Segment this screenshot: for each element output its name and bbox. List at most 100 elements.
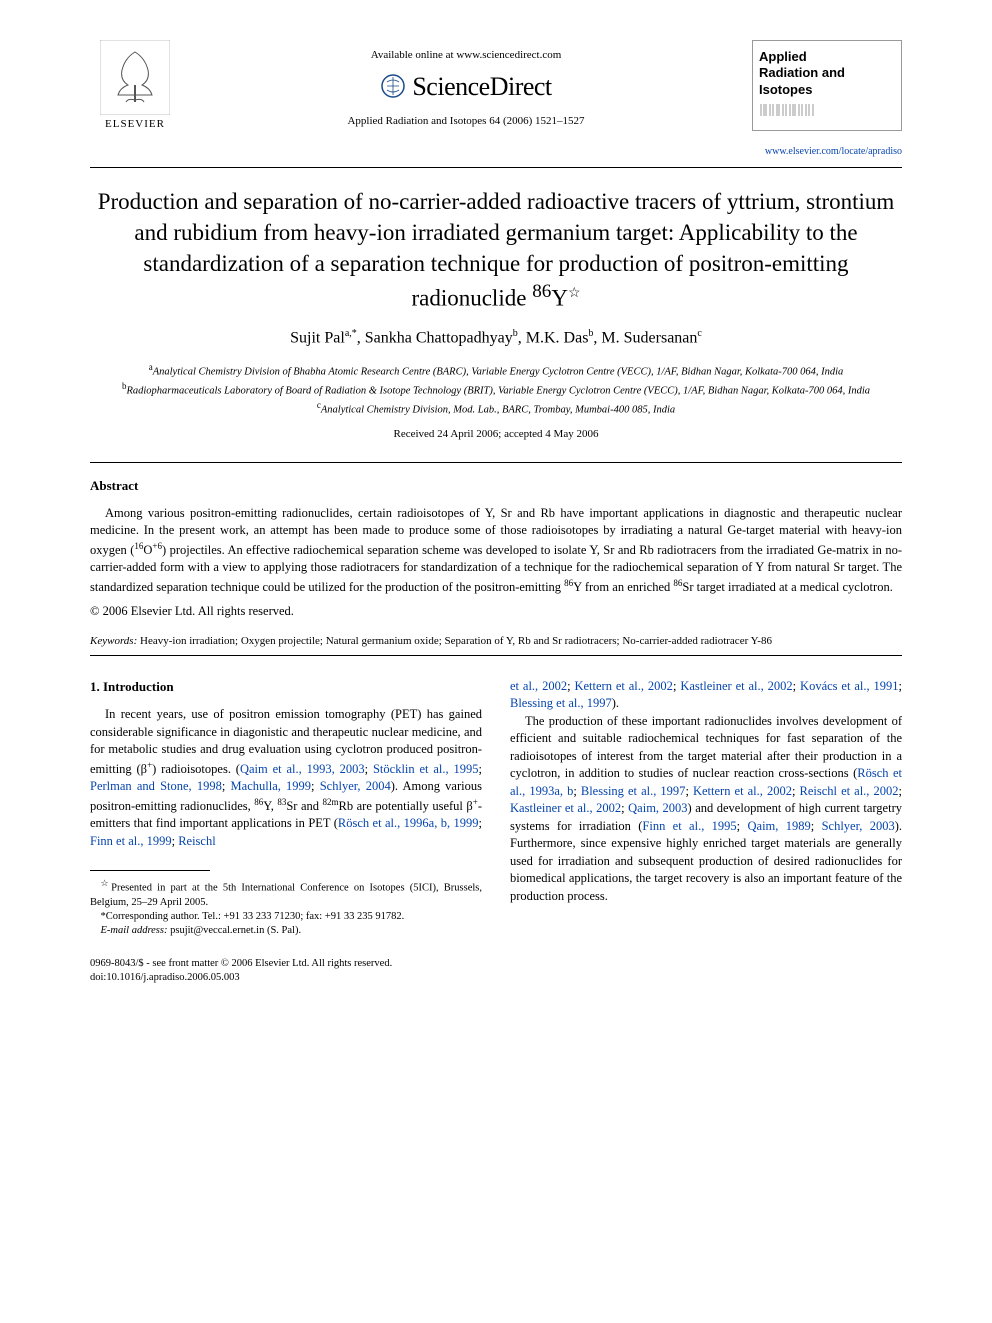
ref-qaim-1993[interactable]: Qaim et al., 1993, 2003 bbox=[240, 762, 365, 776]
t8: Y, bbox=[263, 799, 277, 813]
corresponding-author: *Corresponding author. Tel.: +91 33 233 … bbox=[90, 910, 482, 924]
doi-line: doi:10.1016/j.apradiso.2006.05.003 bbox=[90, 971, 902, 985]
sciencedirect-icon bbox=[380, 73, 406, 99]
header-right: Applied Radiation and Isotopes www.elsev… bbox=[752, 40, 902, 159]
section-1-heading: 1. Introduction bbox=[90, 678, 482, 696]
abstract-heading: Abstract bbox=[90, 477, 902, 495]
journal-title-box: Applied Radiation and Isotopes bbox=[752, 40, 902, 131]
ref-qaim-1989[interactable]: Qaim, 1989 bbox=[748, 819, 811, 833]
title-star-icon: ☆ bbox=[568, 286, 581, 301]
d5: ; bbox=[899, 784, 902, 798]
abstract-body: Among various positron-emitting radionuc… bbox=[90, 505, 902, 597]
abstract-iso3: 86 bbox=[564, 578, 573, 588]
abstract-post2: Y from an enriched bbox=[573, 580, 673, 594]
d2: ; bbox=[573, 784, 581, 798]
ref-kettern-2002b[interactable]: Kettern et al., 2002 bbox=[693, 784, 792, 798]
journal-title-line3: Isotopes bbox=[759, 82, 895, 98]
ref-kastleiner-2002b[interactable]: Kastleiner et al., 2002 bbox=[510, 801, 621, 815]
ref-kovacs-1991[interactable]: Kovács et al., 1991 bbox=[800, 679, 898, 693]
ref-reischl-2002[interactable]: et al., 2002 bbox=[510, 679, 567, 693]
t9: Sr and bbox=[286, 799, 322, 813]
sciencedirect-block: ScienceDirect bbox=[180, 69, 752, 104]
ref-finn-1995[interactable]: Finn et al., 1995 bbox=[642, 819, 736, 833]
t10: Rb are potentially useful β bbox=[339, 799, 473, 813]
header-rule bbox=[90, 167, 902, 168]
author-1: Sujit Pal bbox=[290, 330, 345, 347]
abstract-charge: +6 bbox=[152, 541, 162, 551]
abstract-copyright: © 2006 Elsevier Ltd. All rights reserved… bbox=[90, 603, 902, 620]
t3: ; bbox=[365, 762, 373, 776]
keywords-text: Heavy-ion irradiation; Oxygen projectile… bbox=[137, 635, 772, 647]
title-isotope: Y bbox=[551, 285, 568, 310]
journal-title-line2: Radiation and bbox=[759, 65, 895, 81]
keywords-rule bbox=[90, 655, 902, 656]
available-online-text: Available online at www.sciencedirect.co… bbox=[180, 48, 752, 63]
author-4: M. Sudersanan bbox=[601, 330, 697, 347]
t9s: 82m bbox=[323, 797, 339, 807]
keywords-label: Keywords: bbox=[90, 635, 137, 647]
d4: ; bbox=[792, 784, 800, 798]
abstract-top-rule bbox=[90, 462, 902, 463]
abstract-post3: Sr target irradiated at a medical cyclot… bbox=[682, 580, 892, 594]
footnote-rule bbox=[90, 870, 210, 871]
d9: ; bbox=[811, 819, 822, 833]
journal-title-line1: Applied bbox=[759, 49, 895, 65]
ref-rosch-1996[interactable]: Rösch et al., 1996a, b, 1999 bbox=[338, 816, 479, 830]
footnote-star-text: Presented in part at the 5th Internation… bbox=[90, 883, 482, 908]
ref-blessing-1997[interactable]: Blessing et al., 1997 bbox=[510, 696, 612, 710]
journal-header: ELSEVIER Available online at www.science… bbox=[90, 40, 902, 159]
email-label: E-mail address: bbox=[101, 925, 168, 936]
title-isotope-sup: 86 bbox=[532, 281, 551, 302]
t5: ; bbox=[222, 779, 231, 793]
ref-finn-1999[interactable]: Finn et al., 1999 bbox=[90, 834, 172, 848]
d1: The production of these important radion… bbox=[510, 714, 902, 781]
ref-qaim-2003[interactable]: Qaim, 2003 bbox=[628, 801, 687, 815]
right-column: et al., 2002; Kettern et al., 2002; Kast… bbox=[510, 678, 902, 939]
ref-schlyer-2004[interactable]: Schlyer, 2004 bbox=[320, 779, 391, 793]
keywords-line: Keywords: Heavy-ion irradiation; Oxygen … bbox=[90, 634, 902, 649]
t2: ) radioisotopes. ( bbox=[152, 762, 240, 776]
intro-para-1: In recent years, use of positron emissio… bbox=[90, 706, 482, 850]
article-title: Production and separation of no-carrier-… bbox=[90, 186, 902, 314]
intro-para-2: The production of these important radion… bbox=[510, 713, 902, 906]
c5: ). bbox=[612, 696, 619, 710]
authors-line: Sujit Pala,*, Sankha Chattopadhyayb, M.K… bbox=[90, 327, 902, 349]
affiliations: aAnalytical Chemistry Division of Bhabha… bbox=[90, 361, 902, 417]
journal-barcode-icon bbox=[759, 102, 819, 118]
header-center: Available online at www.sciencedirect.co… bbox=[180, 40, 752, 129]
c3: ; bbox=[793, 679, 800, 693]
ref-kettern-2002[interactable]: Kettern et al., 2002 bbox=[574, 679, 672, 693]
elsevier-tree-icon bbox=[100, 40, 170, 115]
journal-url-link[interactable]: www.elsevier.com/locate/apradiso bbox=[752, 145, 902, 159]
author-1-sup: a,* bbox=[345, 328, 357, 339]
received-dates: Received 24 April 2006; accepted 4 May 2… bbox=[90, 427, 902, 442]
author-3: M.K. Das bbox=[526, 330, 589, 347]
footer-meta: 0969-8043/$ - see front matter © 2006 El… bbox=[90, 957, 902, 985]
t7s: 86 bbox=[254, 797, 263, 807]
affiliation-c: Analytical Chemistry Division, Mod. Lab.… bbox=[321, 404, 675, 415]
left-column: 1. Introduction In recent years, use of … bbox=[90, 678, 482, 939]
email-value: psujit@veccal.ernet.in (S. Pal). bbox=[167, 925, 301, 936]
author-2-sup: b bbox=[513, 328, 518, 339]
ref-perlman-1998[interactable]: Perlman and Stone, 1998 bbox=[90, 779, 222, 793]
t8s: 83 bbox=[277, 797, 286, 807]
ref-blessing-1997b[interactable]: Blessing et al., 1997 bbox=[581, 784, 686, 798]
body-columns: 1. Introduction In recent years, use of … bbox=[90, 678, 902, 939]
t6: ; bbox=[311, 779, 320, 793]
author-4-sup: c bbox=[697, 328, 701, 339]
d8: ; bbox=[737, 819, 748, 833]
ref-schlyer-2003[interactable]: Schlyer, 2003 bbox=[822, 819, 895, 833]
t12: ; bbox=[479, 816, 482, 830]
intro-para-1-cont: et al., 2002; Kettern et al., 2002; Kast… bbox=[510, 678, 902, 713]
elsevier-logo-block: ELSEVIER bbox=[90, 40, 180, 132]
elsevier-label: ELSEVIER bbox=[105, 117, 165, 132]
ref-kastleiner-2002[interactable]: Kastleiner et al., 2002 bbox=[680, 679, 792, 693]
author-3-sup: b bbox=[588, 328, 593, 339]
ref-machulla-1999[interactable]: Machulla, 1999 bbox=[231, 779, 312, 793]
title-main: Production and separation of no-carrier-… bbox=[98, 189, 895, 311]
ref-reischl-2002b[interactable]: Reischl et al., 2002 bbox=[800, 784, 899, 798]
ref-stocklin-1995[interactable]: Stöcklin et al., 1995 bbox=[373, 762, 479, 776]
d3: ; bbox=[685, 784, 693, 798]
ref-reischl[interactable]: Reischl bbox=[178, 834, 216, 848]
footnotes-block: ☆Presented in part at the 5th Internatio… bbox=[90, 877, 482, 938]
